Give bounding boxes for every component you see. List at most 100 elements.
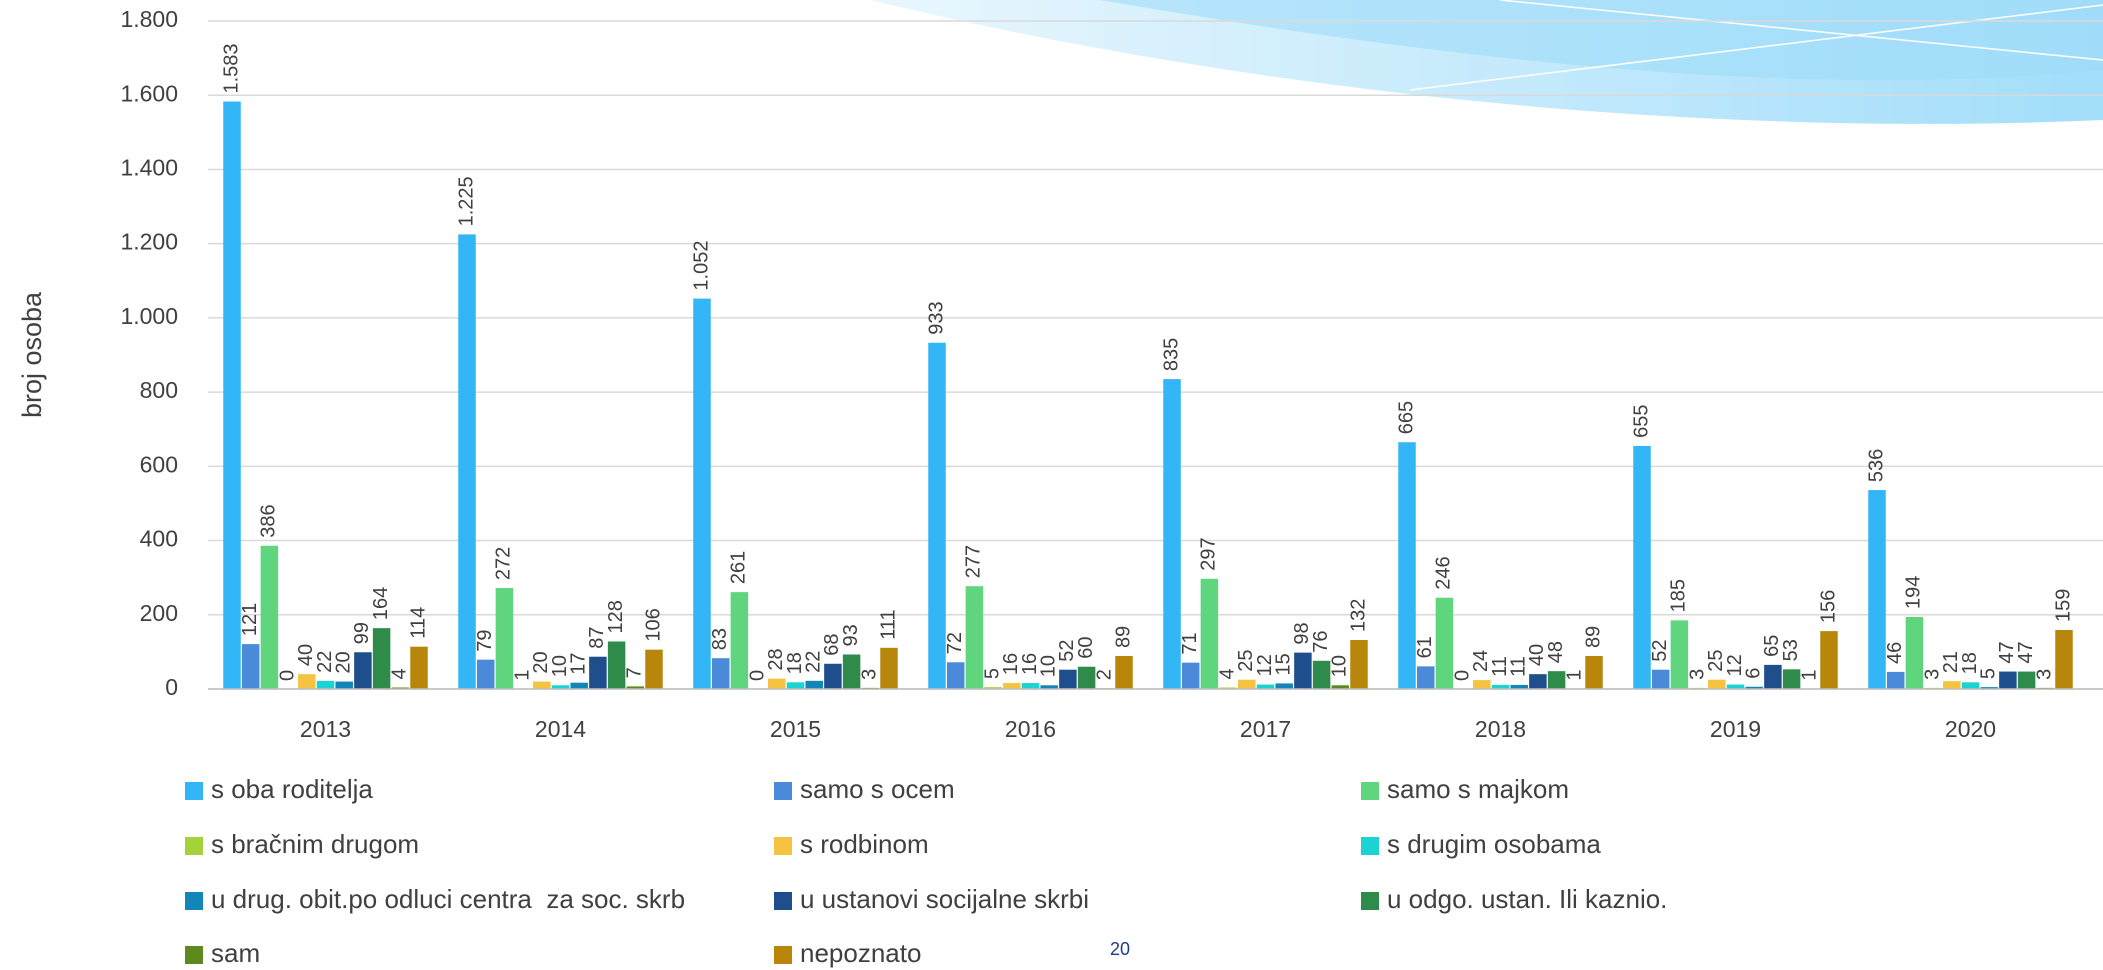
data-label: 89 — [1112, 626, 1134, 648]
page-number: 20 — [1110, 939, 1130, 959]
data-label: 47 — [1996, 641, 2018, 663]
data-label: 71 — [1179, 632, 1201, 654]
data-label: 15 — [1272, 653, 1294, 675]
decoration — [870, 0, 2103, 124]
bar — [495, 588, 514, 689]
bar — [1726, 684, 1745, 689]
data-label: 1 — [1799, 670, 1821, 681]
y-tick-label: 1.400 — [120, 155, 178, 181]
data-label: 17 — [567, 652, 589, 674]
bar — [730, 592, 749, 689]
data-label: 1.052 — [690, 241, 712, 291]
bar — [805, 680, 823, 689]
data-label: 132 — [1347, 599, 1369, 632]
data-label: 536 — [1865, 449, 1887, 482]
data-label: 0 — [276, 670, 298, 681]
data-label: 835 — [1160, 338, 1182, 371]
bar — [1077, 666, 1096, 689]
bar — [1782, 669, 1801, 689]
y-tick-label: 0 — [165, 674, 178, 700]
legend-label: s oba roditelja — [211, 774, 373, 804]
legend-swatch — [185, 946, 203, 964]
data-label: 52 — [1649, 639, 1671, 661]
x-tick-label: 2018 — [1475, 716, 1526, 742]
bar — [1745, 686, 1763, 689]
legend-swatch — [1361, 837, 1379, 855]
bar — [786, 682, 805, 689]
data-label: 18 — [1959, 652, 1981, 674]
data-label: 20 — [332, 651, 354, 673]
data-label: 121 — [239, 603, 261, 636]
bar — [1764, 664, 1782, 689]
bar — [711, 658, 730, 689]
bar — [570, 682, 588, 689]
data-label: 76 — [1310, 631, 1332, 653]
data-label: 665 — [1395, 401, 1417, 434]
data-label: 93 — [840, 624, 862, 646]
data-label: 261 — [728, 551, 750, 584]
x-tick-label: 2014 — [535, 716, 586, 742]
x-tick-label: 2020 — [1945, 716, 1996, 742]
bar — [1820, 631, 1838, 689]
data-label: 114 — [407, 607, 429, 639]
bar — [354, 652, 372, 689]
legend-label: u ustanovi socijalne skrbi — [800, 884, 1089, 914]
bar — [1708, 679, 1726, 689]
data-label: 3 — [1686, 669, 1708, 680]
data-label: 1.225 — [455, 176, 477, 226]
bar — [1868, 490, 1886, 689]
y-tick-label: 1.600 — [120, 80, 178, 106]
data-label: 1 — [511, 670, 533, 681]
data-label: 28 — [765, 648, 787, 670]
data-label: 65 — [1761, 635, 1783, 657]
bar — [1510, 684, 1528, 689]
data-label: 16 — [1000, 653, 1022, 675]
bar — [1059, 669, 1077, 689]
bar — [1181, 662, 1200, 689]
legend-label: samo s ocem — [800, 774, 955, 804]
legend-swatch — [185, 892, 203, 910]
data-label: 159 — [2052, 589, 2074, 622]
bar — [1670, 620, 1689, 689]
data-label: 386 — [258, 504, 280, 537]
bar — [298, 674, 316, 689]
data-label: 79 — [474, 629, 496, 651]
bar — [1275, 683, 1293, 689]
data-label: 4 — [389, 668, 411, 679]
bar — [984, 687, 1002, 689]
data-label: 655 — [1630, 405, 1652, 438]
data-label: 272 — [493, 547, 515, 580]
data-label: 128 — [605, 600, 627, 633]
bar — [693, 298, 711, 689]
data-label: 933 — [925, 301, 947, 334]
bar — [1416, 666, 1435, 689]
data-label: 297 — [1198, 537, 1220, 570]
data-label: 87 — [586, 626, 608, 648]
data-label: 7 — [624, 667, 646, 678]
bar — [1312, 660, 1331, 689]
legend-swatch — [1361, 892, 1379, 910]
y-tick-label: 1.000 — [120, 303, 178, 329]
bar — [1021, 683, 1040, 689]
legend-label: nepoznato — [800, 938, 921, 968]
bar — [1435, 597, 1454, 689]
bar — [928, 342, 946, 689]
bar — [1943, 681, 1961, 689]
bar — [1585, 655, 1603, 689]
bar — [372, 628, 391, 689]
bar — [410, 646, 428, 689]
data-label: 83 — [709, 628, 731, 650]
data-label: 98 — [1291, 622, 1313, 644]
data-label: 52 — [1056, 639, 1078, 661]
bar — [842, 654, 861, 689]
data-label: 53 — [1780, 639, 1802, 661]
x-tick-label: 2013 — [300, 716, 351, 742]
data-label: 1.583 — [220, 43, 242, 93]
data-label: 61 — [1414, 636, 1436, 658]
bar — [260, 545, 279, 689]
legend-label: u odgo. ustan. Ili kaznio. — [1387, 884, 1667, 914]
data-label: 21 — [1940, 651, 1962, 673]
data-label: 48 — [1545, 641, 1567, 663]
data-label: 25 — [1235, 649, 1257, 671]
bar — [1491, 684, 1510, 689]
